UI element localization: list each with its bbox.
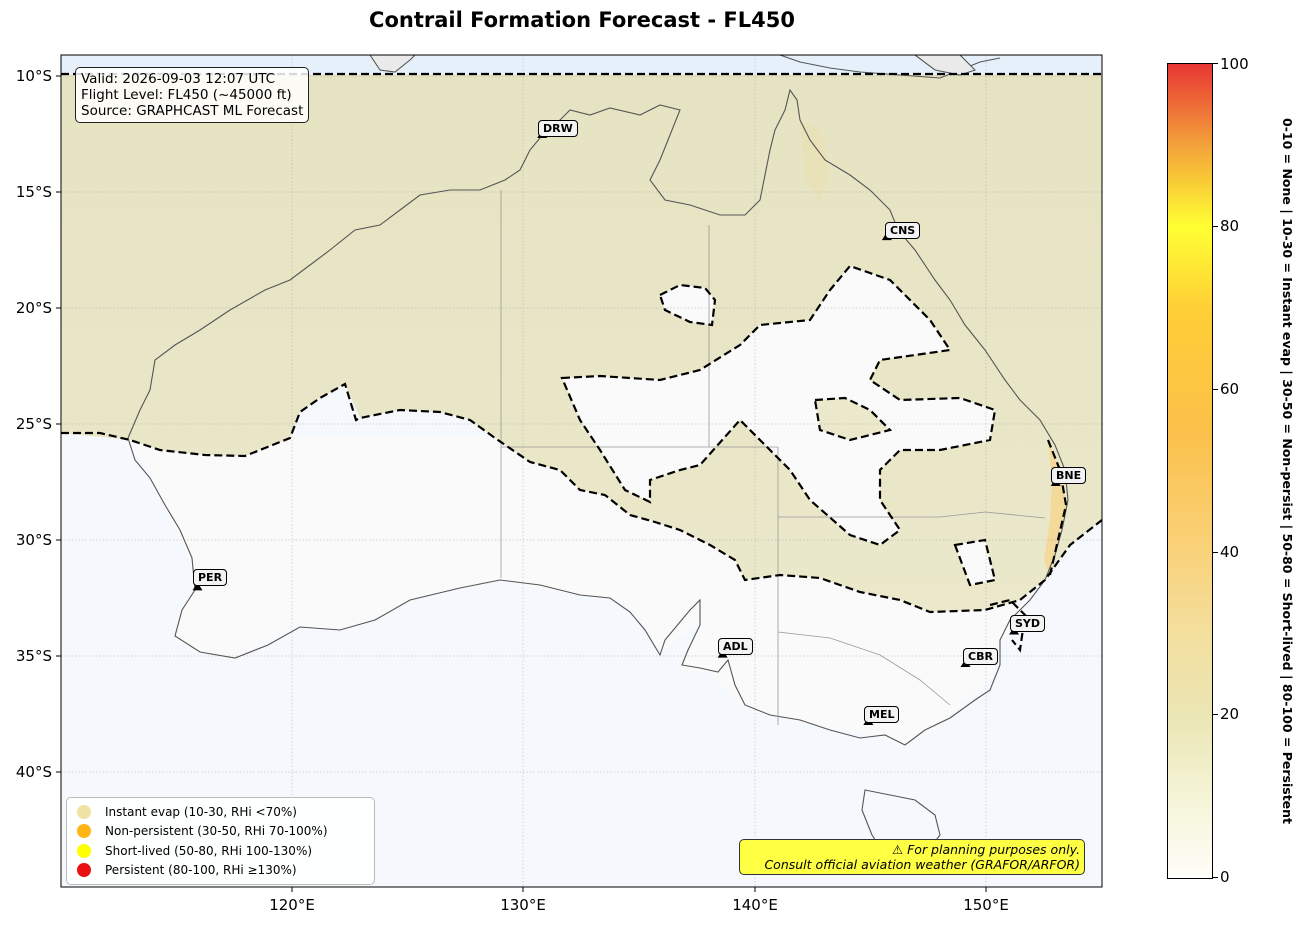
coastline-mainland bbox=[127, 88, 1069, 746]
legend-swatch-short-lived bbox=[77, 843, 91, 858]
contour-patch-3 bbox=[953, 538, 997, 587]
warning-line-2: Consult official aviation weather (GRAFO… bbox=[764, 857, 1080, 872]
legend-item: Instant evap (10-30, RHi <70%) bbox=[73, 802, 368, 822]
city-label-cns[interactable]: CNS bbox=[885, 222, 921, 239]
legend-label: Short-lived (50-80, RHi 100-130%) bbox=[105, 843, 313, 858]
legend-swatch-persistent bbox=[77, 863, 91, 878]
contour-coast bbox=[1046, 439, 1068, 576]
lat-label-10s: 10°S bbox=[15, 67, 52, 85]
legend-label: Persistent (80-100, RHi ≥130%) bbox=[105, 863, 297, 878]
legend-item: Short-lived (50-80, RHi 100-130%) bbox=[73, 841, 368, 861]
lat-label-15s: 15°S bbox=[15, 183, 52, 201]
colorbar-tick-100: 100 bbox=[1220, 55, 1249, 73]
city-label-adl[interactable]: ADL bbox=[718, 638, 753, 655]
coastline-new-guinea bbox=[779, 55, 1001, 79]
legend-item: Persistent (80-100, RHi ≥130%) bbox=[73, 861, 368, 881]
low-value-patch-2 bbox=[815, 398, 890, 440]
legend-swatch-instant-evap bbox=[77, 804, 91, 819]
city-label-syd[interactable]: SYD bbox=[1010, 615, 1046, 632]
city-label-mel[interactable]: MEL bbox=[864, 706, 900, 723]
legend-label: Non-persistent (30-50, RHi 70-100%) bbox=[105, 824, 328, 839]
colorbar-tick-60: 60 bbox=[1220, 380, 1240, 398]
contour-patch bbox=[658, 283, 717, 327]
lat-label-40s: 40°S bbox=[15, 763, 52, 781]
lat-label-20s: 20°S bbox=[15, 299, 52, 317]
colorbar-tick-0: 0 bbox=[1220, 868, 1230, 886]
contour-patch-2 bbox=[813, 396, 893, 442]
low-value-patch bbox=[660, 285, 715, 325]
lat-label-35s: 35°S bbox=[15, 647, 52, 665]
city-label-per[interactable]: PER bbox=[193, 569, 228, 586]
city-label-drw[interactable]: DRW bbox=[538, 120, 578, 137]
colorbar-category-label: 0-10 = None | 10-30 = Instant evap | 30-… bbox=[1280, 118, 1295, 825]
lat-label-25s: 25°S bbox=[15, 415, 52, 433]
map-legend: Instant evap (10-30, RHi <70%) Non-persi… bbox=[66, 797, 375, 885]
lon-label-120e: 120°E bbox=[269, 896, 315, 914]
legend-item: Non-persistent (30-50, RHi 70-100%) bbox=[73, 822, 368, 842]
contour-inner bbox=[560, 264, 997, 547]
contour-main bbox=[61, 382, 1102, 614]
city-marker-per[interactable] bbox=[192, 582, 203, 591]
lon-label-140e: 140°E bbox=[732, 896, 778, 914]
forecast-info-box: Valid: 2026-09-03 12:07 UTC Flight Level… bbox=[75, 67, 310, 123]
lon-label-150e: 150°E bbox=[963, 896, 1009, 914]
valid-time: Valid: 2026-09-03 12:07 UTC bbox=[81, 71, 276, 87]
planning-warning: ⚠ For planning purposes only. Consult of… bbox=[739, 839, 1085, 875]
page-title: Contrail Formation Forecast - FL450 bbox=[369, 8, 795, 32]
warning-line-1: ⚠ For planning purposes only. bbox=[892, 842, 1080, 857]
low-value-patch-3 bbox=[955, 540, 995, 585]
colorbar bbox=[1167, 63, 1213, 879]
legend-swatch-non-persistent bbox=[77, 824, 91, 839]
flight-level: Flight Level: FL450 (~45000 ft) bbox=[81, 87, 292, 103]
forecast-source: Source: GRAPHCAST ML Forecast bbox=[81, 103, 304, 119]
legend-label: Instant evap (10-30, RHi <70%) bbox=[105, 804, 297, 819]
colorbar-tick-20: 20 bbox=[1220, 705, 1240, 723]
city-label-cbr[interactable]: CBR bbox=[963, 648, 998, 665]
warm-patch-north bbox=[800, 120, 830, 200]
lat-label-30s: 30°S bbox=[15, 531, 52, 549]
colorbar-tick-40: 40 bbox=[1220, 543, 1240, 561]
colorbar-tick-80: 80 bbox=[1220, 217, 1240, 235]
city-label-bne[interactable]: BNE bbox=[1051, 467, 1087, 484]
lon-label-130e: 130°E bbox=[500, 896, 546, 914]
low-value-region bbox=[562, 266, 995, 545]
